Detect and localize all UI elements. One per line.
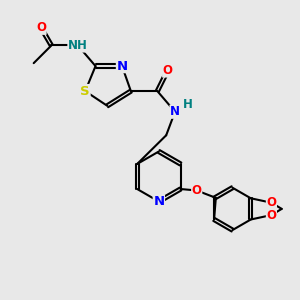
Text: H: H: [183, 98, 193, 111]
Text: N: N: [116, 60, 128, 73]
Text: O: O: [266, 196, 276, 209]
Text: O: O: [266, 208, 276, 222]
Text: O: O: [192, 184, 202, 197]
Text: S: S: [80, 85, 90, 98]
Text: O: O: [163, 64, 173, 77]
Text: NH: NH: [68, 39, 88, 52]
Text: N: N: [170, 105, 180, 118]
Text: N: N: [153, 195, 164, 208]
Text: O: O: [36, 21, 46, 34]
